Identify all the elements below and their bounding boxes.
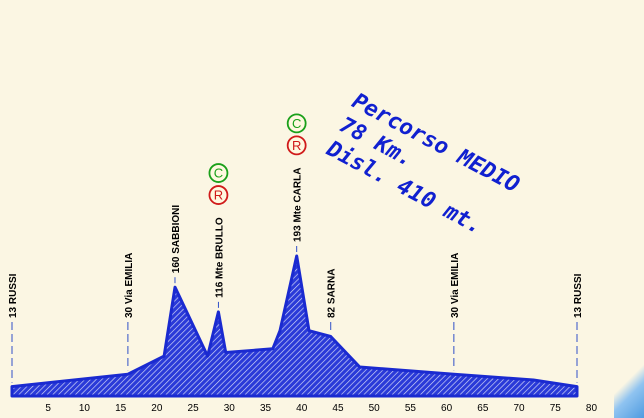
x-tick-label: 55 bbox=[405, 403, 417, 414]
x-tick-label: 10 bbox=[79, 403, 91, 414]
x-tick-label: 80 bbox=[586, 403, 598, 414]
badge-letter: R bbox=[292, 138, 301, 153]
landmark-label: 13 RUSSI bbox=[8, 273, 19, 318]
x-tick-label: 15 bbox=[115, 403, 127, 414]
landmark-label: 30 Via EMILIA bbox=[450, 253, 461, 318]
x-tick-label: 35 bbox=[260, 403, 272, 414]
x-tick-label: 25 bbox=[188, 403, 200, 414]
badge-letter: R bbox=[214, 188, 223, 203]
x-tick-label: 70 bbox=[513, 403, 525, 414]
checkpoint-r-badge bbox=[208, 185, 229, 205]
landmark-label: 116 Mte BRULLO bbox=[214, 217, 225, 298]
checkpoint-c-badge bbox=[286, 113, 307, 134]
checkpoint-c-badge bbox=[208, 163, 229, 183]
landmark-label: 13 RUSSI bbox=[573, 273, 584, 318]
landmark-label: 193 Mte CARLA bbox=[293, 168, 304, 242]
x-tick-label: 75 bbox=[550, 403, 562, 414]
x-tick-label: 5 bbox=[45, 403, 51, 414]
x-tick-label: 40 bbox=[296, 403, 308, 414]
landmark-label: 160 SABBIONI bbox=[171, 205, 182, 274]
landmark-label: 30 Via EMILIA bbox=[124, 253, 135, 318]
page-curl-decoration bbox=[614, 358, 644, 418]
x-tick-label: 20 bbox=[151, 403, 163, 414]
badge-letter: C bbox=[292, 116, 301, 131]
badge-letter: C bbox=[214, 166, 223, 181]
x-tick-label: 50 bbox=[369, 403, 381, 414]
landmark-label: 82 SARNA bbox=[327, 269, 338, 318]
elevation-profile-area bbox=[10, 254, 579, 398]
x-tick-label: 60 bbox=[441, 403, 453, 414]
checkpoint-r-badge bbox=[286, 135, 307, 156]
x-tick-label: 30 bbox=[224, 403, 236, 414]
x-tick-label: 45 bbox=[332, 403, 344, 414]
x-tick-label: 65 bbox=[477, 403, 489, 414]
